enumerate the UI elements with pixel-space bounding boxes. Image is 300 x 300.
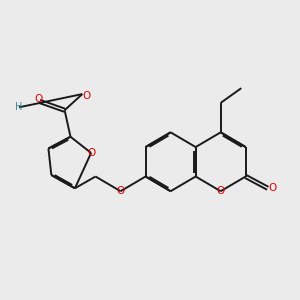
Text: O: O [116, 186, 125, 196]
Text: O: O [82, 91, 91, 100]
Text: O: O [87, 148, 95, 158]
Text: O: O [268, 183, 276, 193]
Text: H: H [15, 102, 23, 112]
Text: O: O [217, 186, 225, 196]
Text: O: O [34, 94, 42, 104]
